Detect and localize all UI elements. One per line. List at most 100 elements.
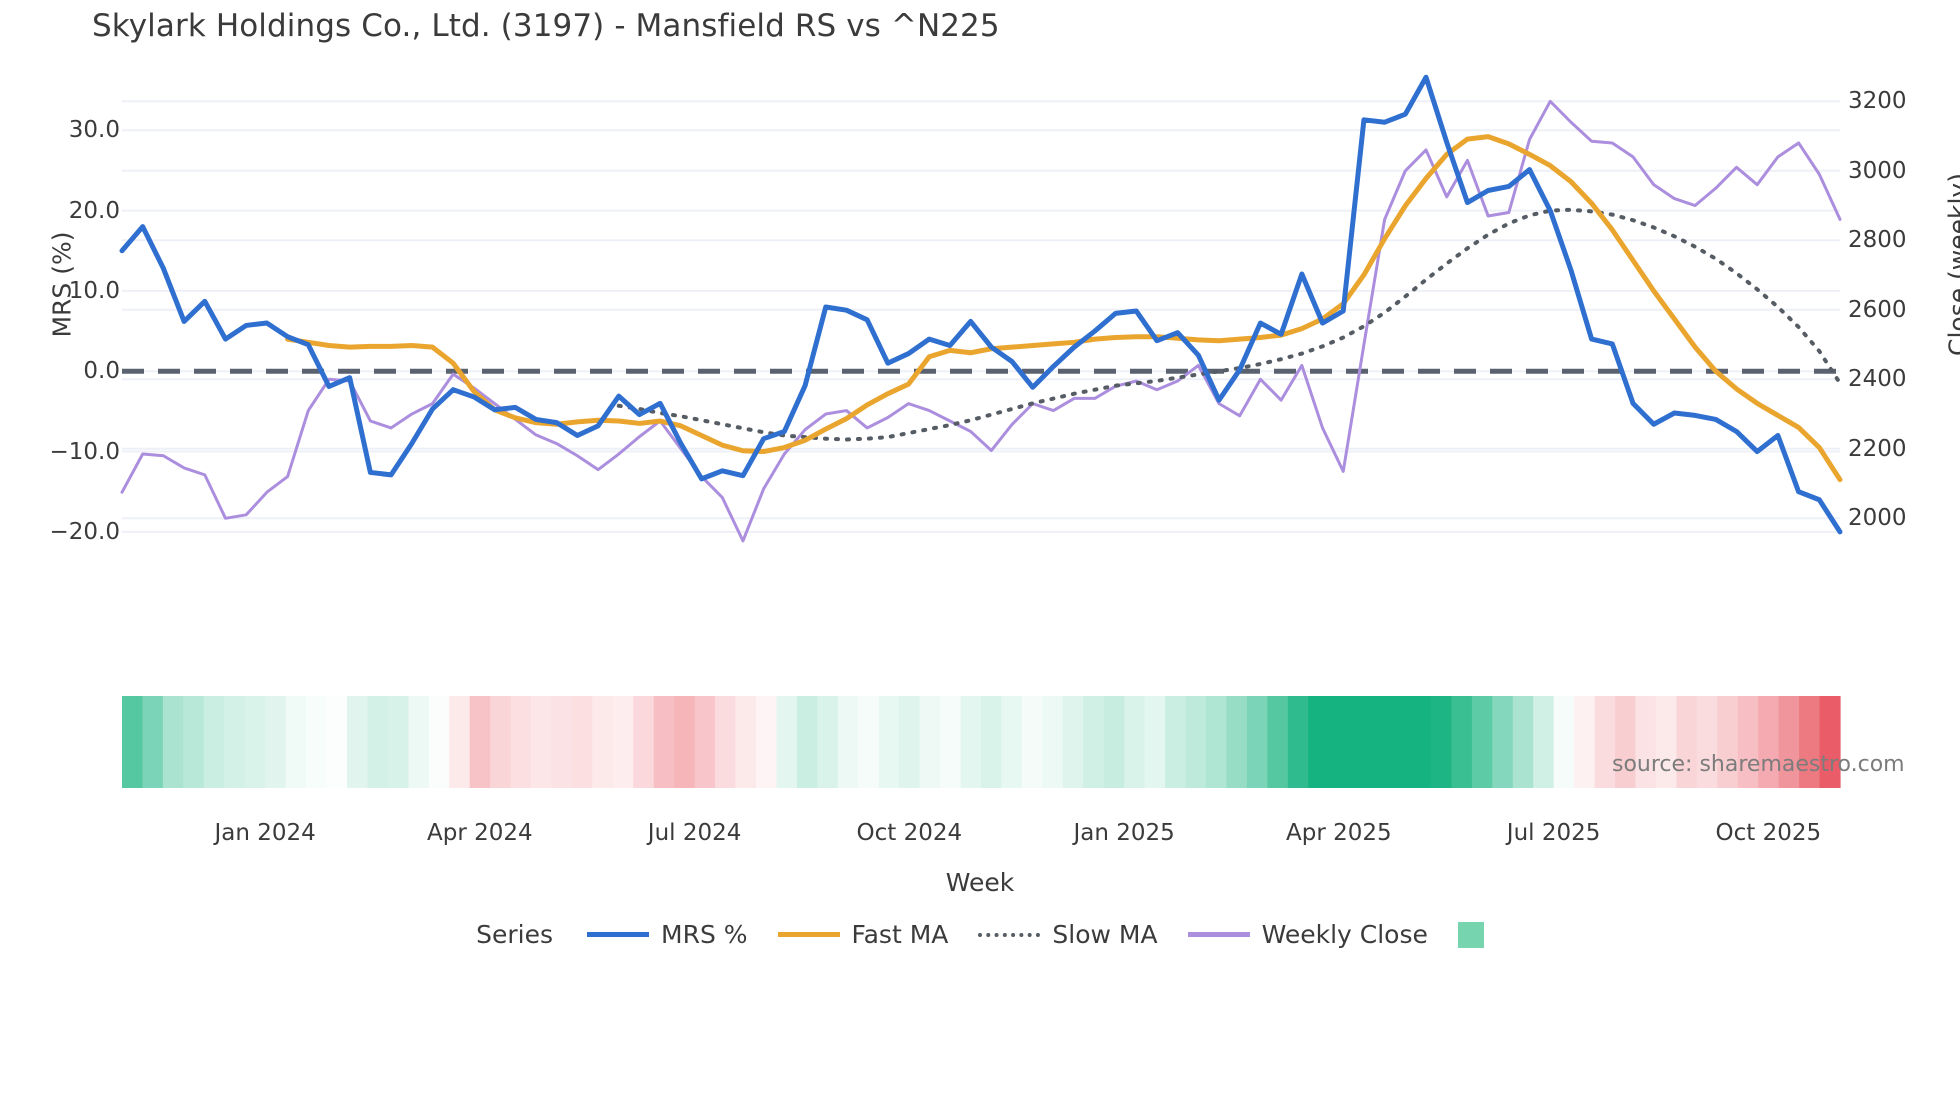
series-line-slow-ma: [616, 207, 1842, 442]
x-axis-tick-label: Jan 2025: [1073, 820, 1175, 846]
heatmap-cell: [224, 696, 246, 788]
series-line-weekly-close: [120, 99, 1842, 543]
heatmap-cell: [653, 696, 675, 788]
x-axis-tick-label: Apr 2025: [1286, 820, 1392, 846]
heatmap-cell: [878, 696, 900, 788]
legend-line-icon: [777, 932, 840, 937]
heatmap-cell: [551, 696, 573, 788]
heatmap-cell: [1574, 696, 1596, 788]
heatmap-cell: [796, 696, 818, 788]
heatmap-cell: [592, 696, 614, 788]
legend-color-box-icon: [1457, 921, 1484, 948]
heatmap-cell: [776, 696, 798, 788]
series-line-mrs-percent: [119, 74, 1843, 535]
heatmap-cell: [1717, 696, 1739, 788]
heatmap-cell: [858, 696, 880, 788]
heatmap-cell: [1001, 696, 1023, 788]
heatmap-cell: [1083, 696, 1105, 788]
heatmap-cell: [510, 696, 532, 788]
heatmap-cell: [899, 696, 921, 788]
heatmap-cell: [1492, 696, 1514, 788]
heatmap-cell: [1430, 696, 1453, 788]
heatmap-cell: [1144, 696, 1166, 788]
heatmap-cell: [694, 696, 716, 788]
heatmap-cell: [285, 696, 307, 788]
y-axis-left-tick-label: −20.0: [49, 518, 120, 545]
x-axis-tick-label: Oct 2024: [856, 820, 963, 846]
heatmap-cell: [490, 696, 512, 788]
heatmap-cell: [571, 696, 594, 788]
heatmap-cell: [1349, 696, 1371, 788]
heatmap-cell: [817, 696, 839, 788]
legend-item-label: MRS %: [661, 920, 748, 949]
heatmap-cell: [408, 696, 430, 788]
heatmap-cell: [1267, 696, 1289, 788]
heatmap-cell: [387, 696, 409, 788]
heatmap-cell: [1246, 696, 1268, 788]
heatmap-cell: [469, 696, 491, 788]
heatmap-cell: [633, 696, 655, 788]
heatmap-cell: [367, 696, 389, 788]
legend-line-icon: [1187, 932, 1250, 937]
heatmap-cell: [1185, 696, 1207, 788]
heatmap-cell: [715, 696, 737, 788]
heatmap-cell: [203, 696, 225, 788]
series-line-fast-ma: [285, 134, 1843, 483]
x-axis-tick-label: Jul 2025: [1506, 820, 1601, 846]
y-axis-right-tick-label: 2400: [1848, 366, 1907, 393]
heatmap-cell: [1451, 696, 1473, 788]
heatmap-cell: [960, 696, 982, 788]
x-axis-tick-label: Oct 2025: [1715, 820, 1822, 846]
heatmap-cell: [142, 696, 164, 788]
heatmap-cell: [1308, 696, 1330, 788]
y-axis-right-tick-label: 3000: [1848, 157, 1907, 184]
heatmap-cell: [756, 696, 778, 788]
legend-line-icon: [587, 932, 650, 937]
heatmap-cell: [1758, 696, 1780, 788]
legend-item-label: Weekly Close: [1261, 920, 1428, 949]
heatmap-cell: [306, 696, 328, 788]
heatmap-cell: [1124, 696, 1146, 788]
legend-item[interactable]: MRS %: [587, 920, 748, 949]
y-axis-left-tick-label: 10.0: [68, 277, 120, 304]
heatmap-cell: [1655, 696, 1677, 788]
heatmap-cell: [244, 696, 266, 788]
legend-item[interactable]: [1457, 921, 1484, 948]
heatmap-cell: [326, 696, 348, 788]
heatmap-cell: [1737, 696, 1759, 788]
heatmap-cell: [612, 696, 634, 788]
heatmap-cell: [981, 696, 1003, 788]
legend-item-label: Slow MA: [1052, 920, 1158, 949]
legend-item[interactable]: Weekly Close: [1187, 920, 1428, 949]
heatmap-cell: [1635, 696, 1657, 788]
heatmap-cell: [122, 696, 144, 788]
x-axis-tick-label: Apr 2024: [427, 820, 533, 846]
y-axis-right-tick-label: 2600: [1848, 296, 1907, 323]
heatmap-cell: [1819, 696, 1841, 788]
heatmap-cell: [1369, 696, 1391, 788]
heatmap-cell: [735, 696, 757, 788]
chart-title: Skylark Holdings Co., Ltd. (3197) - Mans…: [92, 8, 1000, 44]
legend-item[interactable]: Fast MA: [777, 920, 949, 949]
legend-item[interactable]: Slow MA: [978, 920, 1158, 949]
source-attribution: source: sharemaestro.com: [1612, 752, 1905, 777]
y-axis-right-tick-label: 2200: [1848, 435, 1907, 462]
heatmap-cell: [162, 696, 184, 788]
heatmap-cell: [1062, 696, 1084, 788]
heatmap-cell: [1205, 696, 1228, 788]
heatmap-cell: [449, 696, 471, 788]
legend-item-label: Fast MA: [851, 920, 949, 949]
heatmap-cell: [1471, 696, 1493, 788]
heatmap-cell: [346, 696, 369, 788]
heatmap-cell: [940, 696, 962, 788]
heatmap-cell: [1042, 696, 1064, 788]
heatmap-cell: [428, 696, 450, 788]
heatmap-cell: [1103, 696, 1125, 788]
heatmap-cell: [1799, 696, 1821, 788]
chart-legend: Series MRS % Fast MA Slow MA Weekly Close: [0, 920, 1960, 949]
heatmap-cell: [1594, 696, 1616, 788]
heatmap-cell: [1533, 696, 1555, 788]
y-axis-left-tick-label: −10.0: [49, 438, 120, 465]
